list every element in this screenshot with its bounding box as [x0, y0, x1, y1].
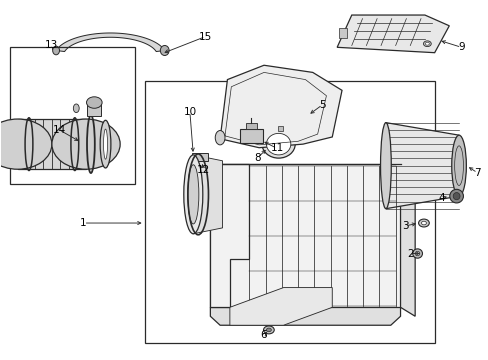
Circle shape: [425, 42, 428, 45]
Polygon shape: [210, 307, 400, 325]
Ellipse shape: [183, 155, 203, 234]
Text: 9: 9: [457, 42, 464, 52]
Bar: [239, 130, 263, 143]
Bar: [10, 47, 135, 184]
Text: 2: 2: [406, 248, 413, 258]
Bar: [245, 123, 256, 130]
Text: 14: 14: [53, 125, 66, 135]
Polygon shape: [56, 33, 164, 51]
Text: 6: 6: [260, 330, 267, 340]
Bar: [192, 153, 207, 161]
Ellipse shape: [262, 130, 295, 158]
Ellipse shape: [73, 104, 79, 113]
Polygon shape: [210, 164, 249, 307]
Text: 13: 13: [45, 40, 59, 50]
Ellipse shape: [412, 249, 422, 258]
Ellipse shape: [103, 129, 107, 159]
Circle shape: [423, 41, 430, 46]
Bar: [277, 126, 282, 131]
Text: 15: 15: [199, 32, 212, 41]
Bar: [87, 103, 101, 116]
Text: 11: 11: [270, 143, 283, 153]
Polygon shape: [193, 155, 222, 234]
Text: 5: 5: [319, 100, 325, 110]
Text: 12: 12: [196, 165, 209, 175]
Text: 4: 4: [438, 193, 445, 203]
Polygon shape: [220, 65, 341, 148]
Circle shape: [0, 119, 52, 169]
Circle shape: [86, 97, 102, 108]
Polygon shape: [385, 123, 458, 209]
Polygon shape: [210, 164, 400, 307]
Ellipse shape: [380, 123, 390, 209]
Ellipse shape: [215, 131, 224, 145]
Circle shape: [52, 119, 120, 169]
Ellipse shape: [452, 193, 459, 200]
Ellipse shape: [100, 120, 111, 168]
Ellipse shape: [160, 45, 169, 55]
Text: 3: 3: [401, 221, 408, 231]
Polygon shape: [400, 164, 414, 316]
Ellipse shape: [451, 135, 466, 196]
Text: 7: 7: [473, 168, 480, 178]
Text: 10: 10: [183, 107, 196, 117]
Polygon shape: [336, 15, 448, 53]
Polygon shape: [229, 288, 331, 325]
Ellipse shape: [266, 134, 290, 155]
Ellipse shape: [421, 221, 426, 225]
Bar: [338, 28, 346, 39]
Ellipse shape: [449, 189, 463, 203]
Ellipse shape: [266, 328, 271, 332]
Polygon shape: [18, 119, 86, 169]
Text: 8: 8: [254, 153, 261, 163]
Ellipse shape: [415, 251, 419, 256]
Text: 1: 1: [80, 218, 87, 228]
Ellipse shape: [187, 165, 199, 224]
Ellipse shape: [53, 46, 60, 55]
Ellipse shape: [418, 219, 428, 227]
Ellipse shape: [263, 326, 274, 334]
Bar: [144, 81, 434, 343]
